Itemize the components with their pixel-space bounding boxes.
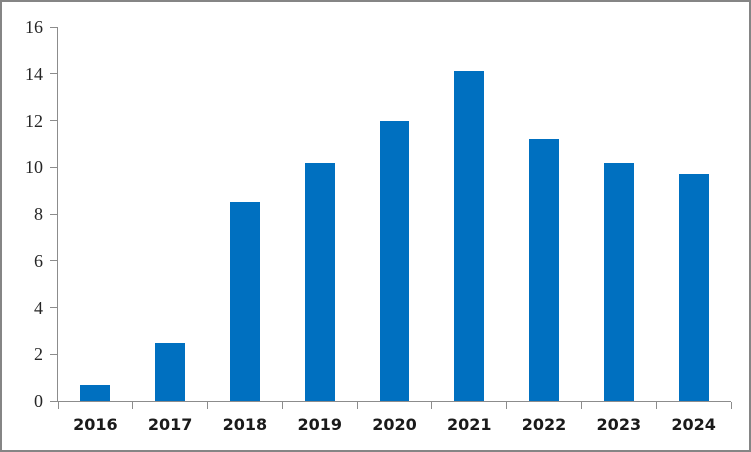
y-tick-label: 10 <box>25 157 43 178</box>
x-tick-mark <box>655 402 657 409</box>
y-tick-mark <box>50 26 57 28</box>
x-tick-mark <box>132 402 134 409</box>
x-tick-label: 2016 <box>73 415 118 434</box>
y-tick-label: 2 <box>34 344 43 365</box>
x-tick-label: 2020 <box>372 415 417 434</box>
y-tick-mark <box>50 353 57 355</box>
y-tick-label: 8 <box>34 204 43 224</box>
y-tick-label: 14 <box>25 63 43 84</box>
y-tick-mark <box>50 166 57 168</box>
bar-2024 <box>678 174 709 401</box>
bar-2017 <box>155 342 186 401</box>
x-tick-mark <box>506 402 508 409</box>
x-tick-label: 2021 <box>446 415 492 434</box>
x-tick-mark <box>207 402 209 409</box>
x-tick-mark <box>580 402 582 409</box>
x-tick-label: 2024 <box>671 415 716 434</box>
x-tick-mark <box>281 402 283 409</box>
y-tick-mark <box>50 73 57 75</box>
bar-2019 <box>304 162 335 401</box>
x-tick-label: 2017 <box>147 415 193 434</box>
x-tick-label: 2019 <box>297 415 342 434</box>
bar-2021 <box>454 71 485 401</box>
bar-2022 <box>529 139 559 401</box>
x-tick-label: 2023 <box>596 415 642 434</box>
bar-2023 <box>603 162 634 401</box>
x-tick-mark <box>730 402 732 409</box>
x-tick-label: 2022 <box>521 415 567 434</box>
y-tick-label: 12 <box>25 110 43 131</box>
plot-area: 0 2 4 6 8 10 12 14 16 2016 2017 2018 2019 2020 2021 202… <box>25 18 732 433</box>
x-tick-mark <box>57 402 59 409</box>
bar-2020 <box>379 120 410 401</box>
y-tick-label: 0 <box>34 391 43 411</box>
bar-2018 <box>229 202 260 401</box>
x-tick-label: 2018 <box>222 415 268 434</box>
x-tick-mark <box>356 402 358 409</box>
y-tick-mark <box>50 307 57 308</box>
y-tick-label: 6 <box>34 250 43 271</box>
y-tick-mark <box>50 213 57 215</box>
y-tick-mark <box>50 260 57 262</box>
y-tick-label: 16 <box>25 17 43 37</box>
bar-2016 <box>80 384 111 401</box>
y-tick-mark <box>50 120 57 121</box>
y-tick-mark <box>50 400 57 402</box>
y-tick-label: 4 <box>34 297 43 318</box>
x-tick-mark <box>431 402 433 409</box>
